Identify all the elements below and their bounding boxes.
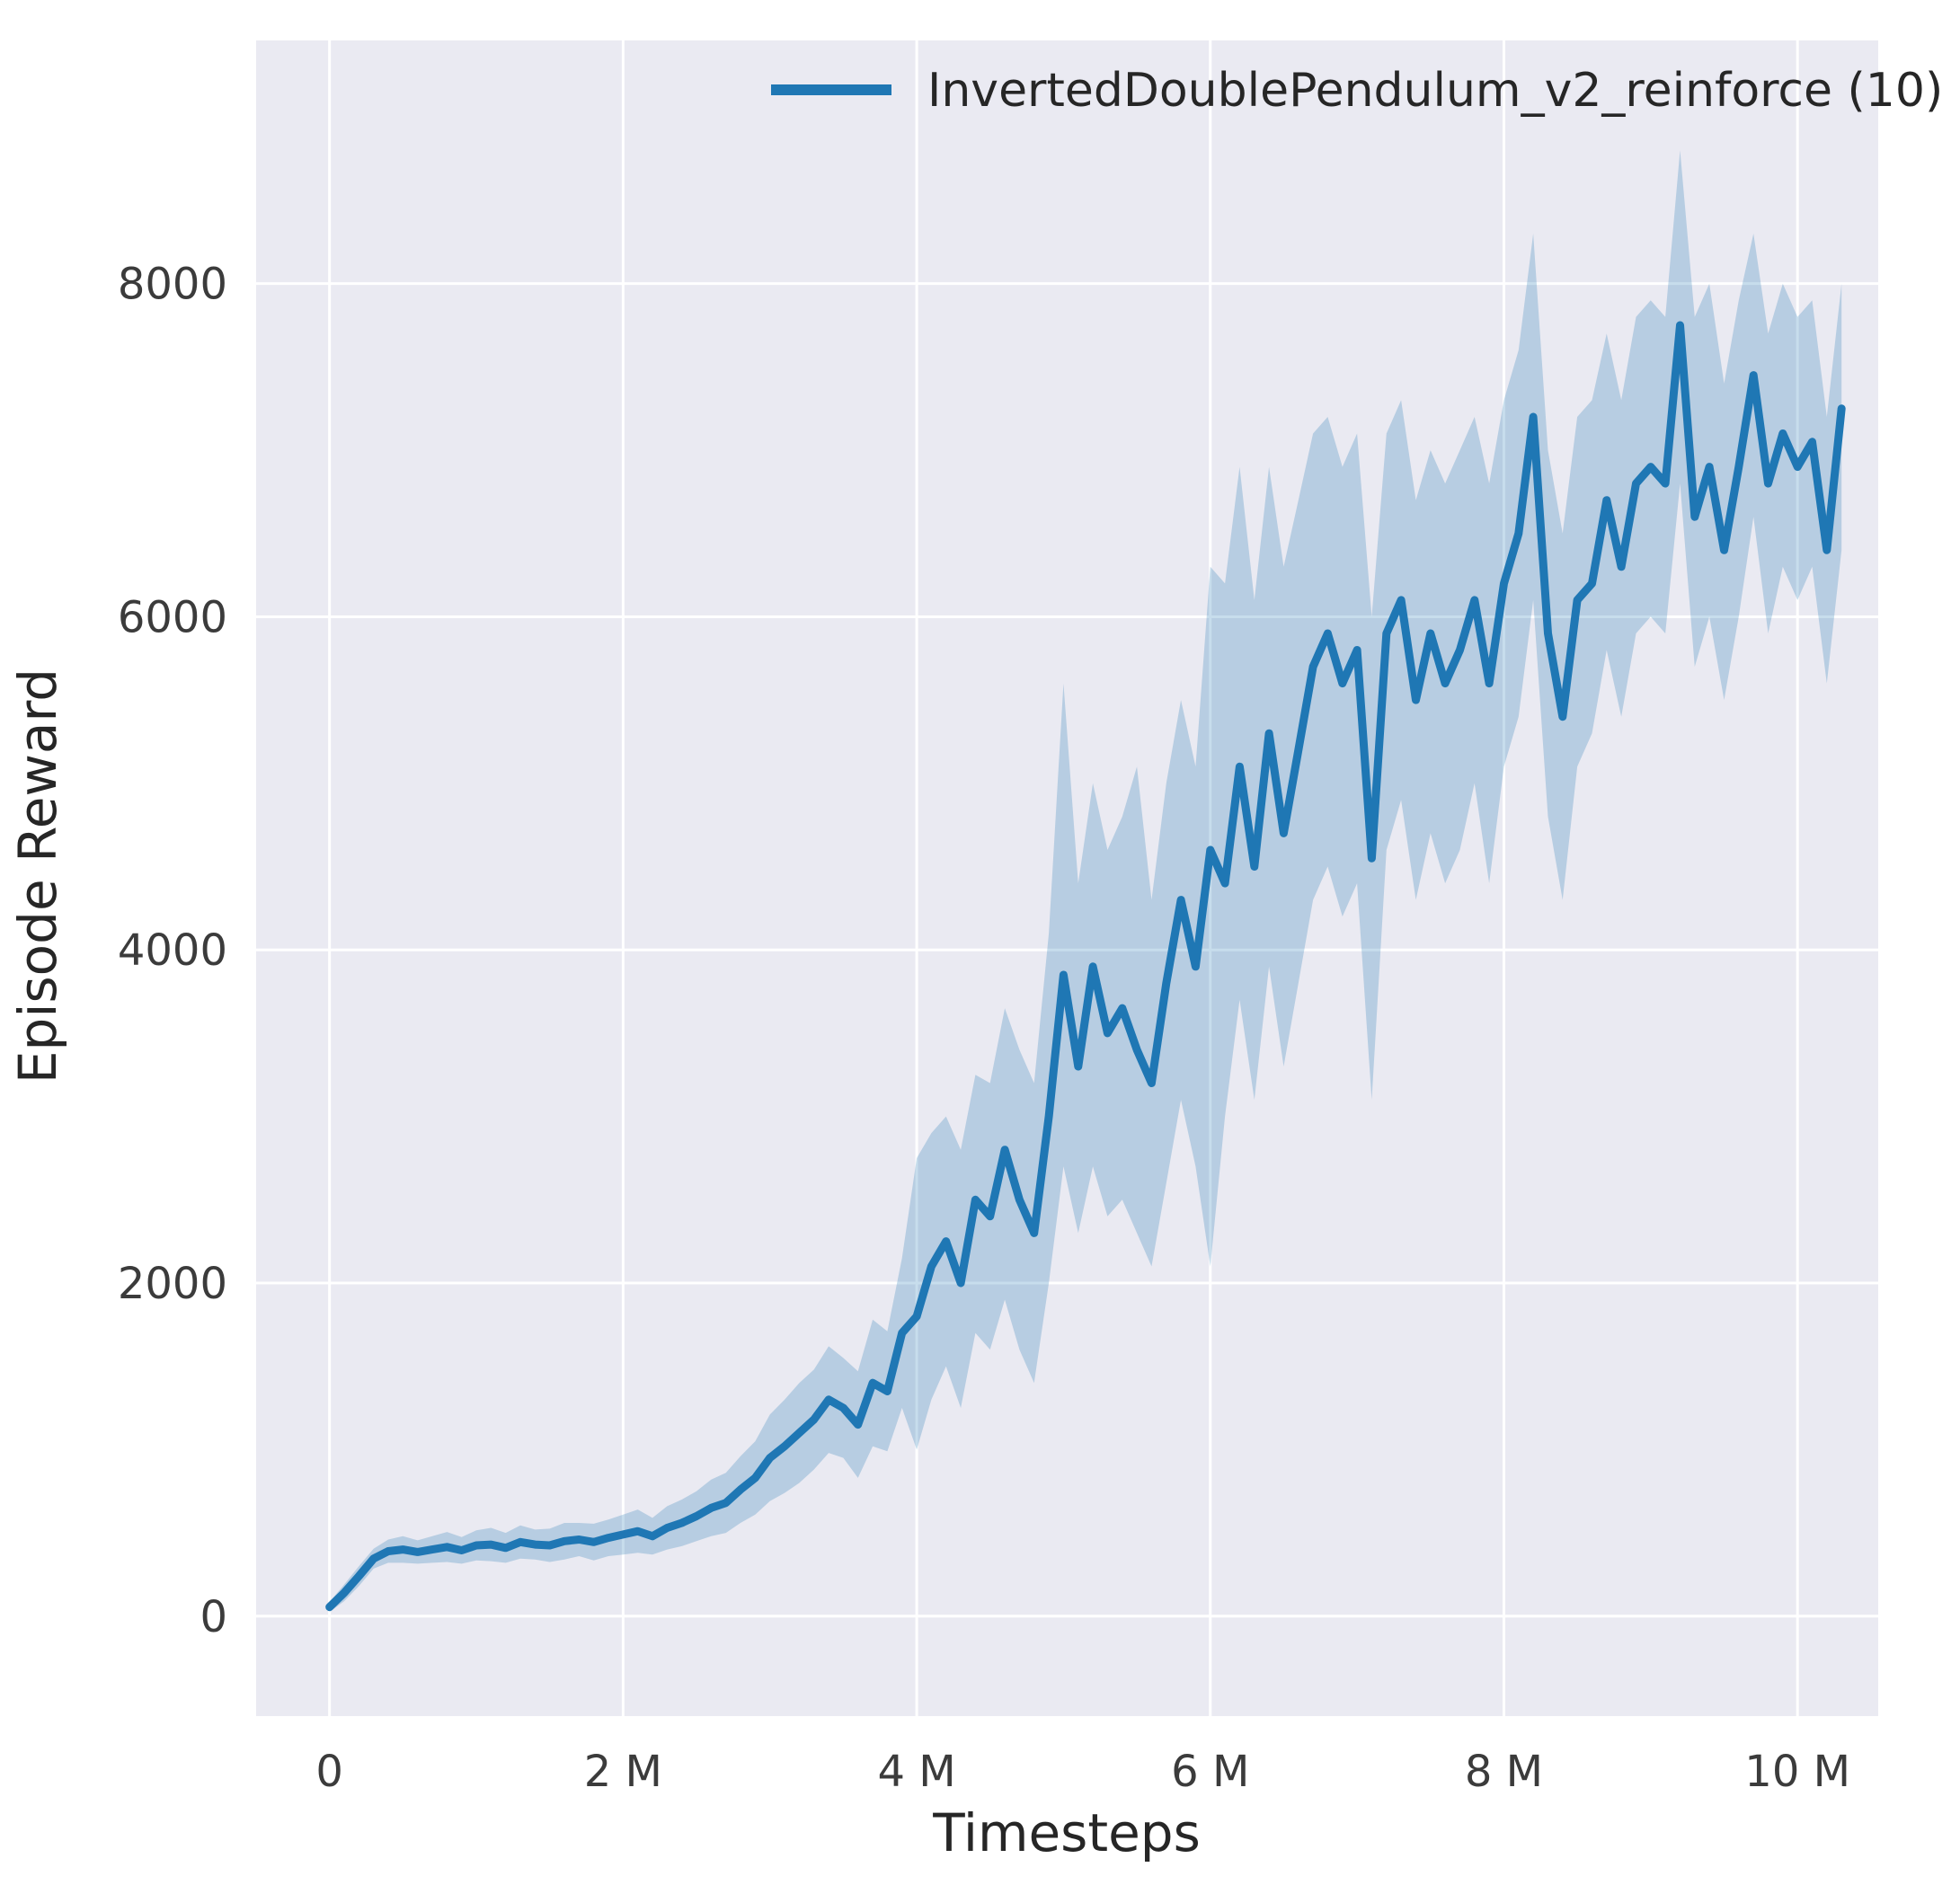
svg-text:2000: 2000 xyxy=(118,1259,227,1309)
x-axis-label: Timesteps xyxy=(932,1802,1201,1863)
legend: InvertedDoublePendulum_v2_reinforce (10) xyxy=(771,64,1943,118)
confidence-band xyxy=(329,150,1842,1613)
svg-text:6 M: 6 M xyxy=(1171,1747,1249,1797)
svg-text:4000: 4000 xyxy=(118,925,227,976)
svg-text:4 M: 4 M xyxy=(877,1747,955,1797)
gridlines xyxy=(256,40,1878,1716)
y-axis-label: Episode Reward xyxy=(7,668,68,1084)
plot-background xyxy=(256,40,1878,1716)
svg-text:2 M: 2 M xyxy=(584,1747,662,1797)
svg-text:10 M: 10 M xyxy=(1744,1747,1850,1797)
mean-reward-line xyxy=(325,321,1846,1612)
svg-text:6000: 6000 xyxy=(118,592,227,642)
svg-text:8000: 8000 xyxy=(118,260,227,310)
x-tick-labels: 0 2 M 4 M 6 M 8 M 10 M xyxy=(315,1747,1850,1797)
svg-text:8 M: 8 M xyxy=(1465,1747,1543,1797)
legend-label: InvertedDoublePendulum_v2_reinforce (10) xyxy=(927,64,1943,118)
svg-text:0: 0 xyxy=(315,1747,343,1797)
svg-text:0: 0 xyxy=(200,1592,227,1642)
y-tick-labels: 0 2000 4000 6000 8000 xyxy=(118,260,227,1642)
